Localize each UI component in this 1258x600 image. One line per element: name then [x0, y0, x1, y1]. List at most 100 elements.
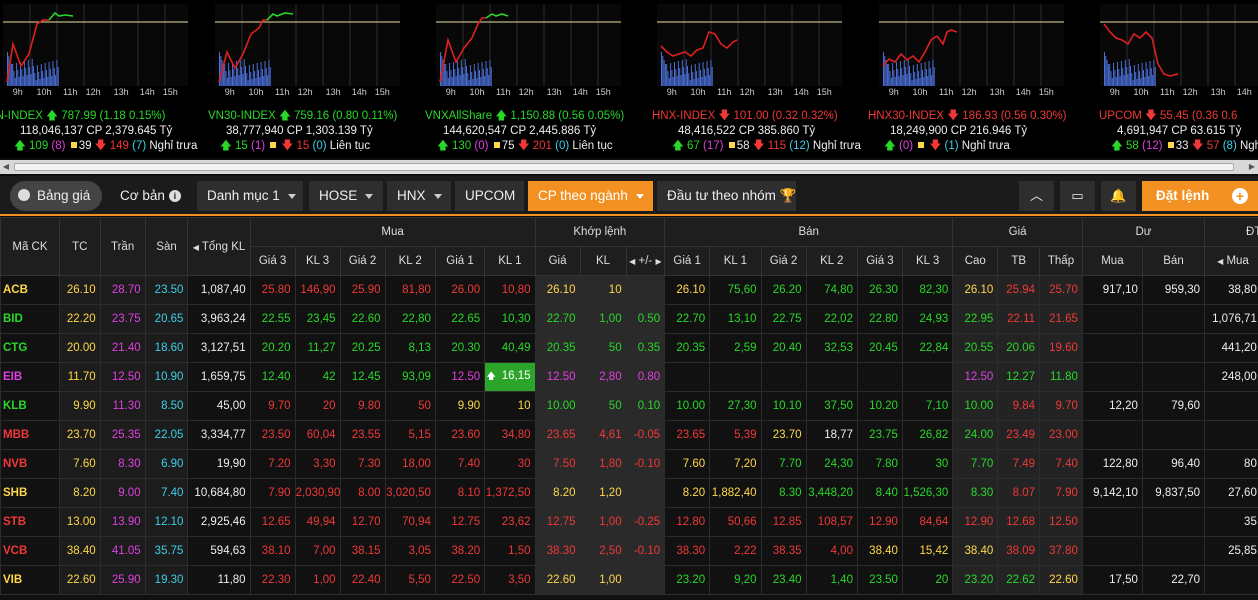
index-name: VN30-INDEX: [208, 110, 276, 122]
index-value-line: VN-INDEX 🡅 787.99 (1.18 0.15%): [0, 109, 165, 123]
cell-gi1: 12.80: [664, 507, 711, 537]
index-card-vn30-index[interactable]: 9h 10h 11h 12h 13h 14h 15h VN30-INDEX 🡅 759.16 …: [208, 0, 430, 158]
scrollbar-thumb[interactable]: [14, 163, 1234, 171]
cell-gi2: 10.10: [760, 391, 807, 421]
col-tong-kl[interactable]: ◀ Tổng KL: [187, 217, 251, 276]
index-card-vnxallshare[interactable]: 9h 10h 11h 12h 13h 14h 15h VNXAllShare 🡅 1,150.…: [425, 0, 647, 158]
table-row[interactable]: VCB 38.40 41.05 35.75 594,63 38.10 7,00 38.15 3,…: [0, 536, 1258, 566]
floor-price-cell: 19.30: [144, 565, 189, 595]
volume-bar: [690, 65, 692, 86]
symbol-cell[interactable]: KLB: [0, 391, 60, 421]
subcol-18[interactable]: Mua: [1081, 246, 1143, 276]
info-icon[interactable]: i: [168, 190, 181, 203]
sort-icon[interactable]: ◀: [192, 242, 199, 252]
tab-upcom[interactable]: UPCOM: [455, 181, 524, 211]
cell-kl1: 1,50: [484, 536, 536, 566]
cell-thp: 21.65: [1039, 304, 1083, 334]
subcol-16[interactable]: TB: [997, 246, 1041, 276]
dropdown-danh-muc[interactable]: Danh mục 1: [197, 181, 303, 211]
table-row[interactable]: EIB 11.70 12.50 10.90 1,659,75 12.40 42 12.45 93…: [0, 362, 1258, 392]
table-row[interactable]: NVB 7.60 8.30 6.90 19,90 7.20 3,30 7.30 18,00 7.4…: [0, 449, 1258, 479]
subcol-2[interactable]: Giá 2: [339, 246, 386, 276]
subcol-4[interactable]: Giá 1: [434, 246, 486, 276]
group-mua: Mua: [249, 217, 536, 247]
subcol-10[interactable]: KL 1: [709, 246, 762, 276]
monitor-button[interactable]: ▭: [1060, 181, 1095, 211]
index-scrollbar[interactable]: ◀ ▶: [0, 160, 1258, 174]
notification-button[interactable]: 🔔: [1101, 181, 1136, 211]
table-row[interactable]: STB 13.00 13.90 12.10 2,925,46 12.65 49,94 12.7…: [0, 507, 1258, 537]
subcol-label: +/-: [638, 255, 653, 267]
subcol-13[interactable]: Giá 3: [856, 246, 903, 276]
volume-bar: [710, 60, 712, 86]
subcol-11[interactable]: Giá 2: [760, 246, 807, 276]
subcol-8[interactable]: ◀ +/- ▶: [625, 246, 666, 276]
session-status: Nghỉ trưa: [961, 140, 1010, 152]
dropdown-hose[interactable]: HOSE: [309, 181, 383, 211]
symbol-cell[interactable]: MBB: [0, 420, 60, 450]
arrow-up-icon: 🡅: [14, 140, 26, 152]
subcol-1[interactable]: KL 3: [294, 246, 341, 276]
symbol-cell[interactable]: SHB: [0, 478, 60, 508]
scroll-left-icon[interactable]: ◀: [2, 162, 10, 171]
volume-bar: [446, 71, 448, 86]
index-breadth-line: 🡅 130 (0) 75 🡇 201 (0) Liên tục: [437, 139, 613, 153]
table-row[interactable]: VIB 22.60 25.90 19.30 11,80 22.30 1,00 22.40 5,5…: [0, 565, 1258, 595]
volume-bar: [1130, 66, 1131, 86]
subcol-0[interactable]: Giá 3: [249, 246, 296, 276]
table-row[interactable]: ACB 26.10 28.70 23.50 1,087,40 25.80 146,90 25.…: [0, 275, 1258, 305]
subcol-14[interactable]: KL 3: [901, 246, 954, 276]
sort-left-icon[interactable]: ◀: [1217, 257, 1224, 266]
dat-lenh-button[interactable]: Đặt lệnh +: [1142, 181, 1258, 211]
tab-co-ban[interactable]: Cơ bản i: [120, 181, 181, 211]
hour-label: 14h: [139, 87, 155, 97]
table-row[interactable]: KLB 9.90 11.30 8.50 45,00 9.70 20 9.80 50 9.90 10 1…: [0, 391, 1258, 421]
scroll-right-icon[interactable]: ▶: [1248, 162, 1256, 171]
subcol-20[interactable]: ◀ Mua: [1204, 246, 1258, 276]
tab-dau-tu-theo-nhom[interactable]: Đầu tư theo nhóm 🏆: [657, 181, 796, 211]
cell-tb: 12.68: [997, 507, 1041, 537]
dropdown-hnx[interactable]: HNX: [387, 181, 451, 211]
sort-left-icon[interactable]: ◀: [629, 257, 636, 266]
col-tc[interactable]: TC: [58, 217, 101, 276]
dropdown-label: HOSE: [319, 188, 358, 203]
symbol-cell[interactable]: EIB: [0, 362, 60, 392]
col-tran[interactable]: Trần: [99, 217, 146, 276]
dropdown-cp-theo-nganh[interactable]: CP theo ngành: [528, 181, 653, 211]
col-san[interactable]: Sàn: [144, 217, 189, 276]
symbol-cell[interactable]: VCB: [0, 536, 60, 566]
price-board[interactable]: Mã CK TC Trần Sàn ◀ Tổng KL Mua Khớp lện…: [0, 217, 1258, 600]
volume-bar: [689, 80, 691, 86]
volume-bar: [923, 77, 925, 86]
table-row[interactable]: BID 22.20 23.75 20.65 3,963,24 22.55 23,45 22.6…: [0, 304, 1258, 334]
volume-bar: [269, 67, 271, 86]
symbol-cell[interactable]: STB: [0, 507, 60, 537]
index-card-hnx-index[interactable]: 9h 10h 11h 12h 13h 14h 15h HNX-INDEX 🡇 101.00 (…: [652, 0, 874, 158]
subcol-6[interactable]: Giá: [534, 246, 581, 276]
subcol-3[interactable]: KL 2: [384, 246, 436, 276]
index-card-upcom[interactable]: 9h10h11h12h13h14h15hUPCOM 🡇 55.45 (0.36 …: [1099, 0, 1258, 158]
subcol-17[interactable]: Thấp: [1039, 246, 1083, 276]
table-row[interactable]: CTG 20.00 21.40 18.60 3,127,51 20.20 11,27 20.2…: [0, 333, 1258, 363]
subcol-5[interactable]: KL 1: [484, 246, 536, 276]
subcol-15[interactable]: Cao: [952, 246, 999, 276]
symbol-cell[interactable]: VIB: [0, 565, 60, 595]
table-row[interactable]: MBB 23.70 25.35 22.05 3,334,77 23.50 60,04 23.5…: [0, 420, 1258, 450]
index-card-hnx30-index[interactable]: 9h 10h 11h 12h 13h 14h 15h HNX30-INDEX 🡇 186.93…: [868, 0, 1090, 158]
subcol-19[interactable]: Bán: [1141, 246, 1206, 276]
symbol-cell[interactable]: BID: [0, 304, 60, 334]
unchanged-count: 75: [501, 140, 515, 152]
symbol-cell[interactable]: CTG: [0, 333, 60, 363]
collapse-button[interactable]: ︿: [1019, 181, 1054, 211]
symbol-cell[interactable]: NVB: [0, 449, 60, 479]
subcol-12[interactable]: KL 2: [805, 246, 858, 276]
table-row[interactable]: SHB 8.20 9.00 7.40 10,684,80 7.90 2,030,90 8.00…: [0, 478, 1258, 508]
index-card-vn-index[interactable]: 9h 10h 11h 12h 13h 14h 15h VN-INDEX 🡅 787.99 (1…: [0, 0, 210, 158]
sort-right-icon[interactable]: ▶: [655, 257, 662, 266]
subcol-7[interactable]: KL: [579, 246, 627, 276]
volume-bar: [675, 69, 677, 86]
symbol-cell[interactable]: ACB: [0, 275, 60, 305]
col-ma-ck[interactable]: Mã CK: [0, 217, 60, 276]
subcol-9[interactable]: Giá 1: [664, 246, 711, 276]
tab-bang-gia[interactable]: Bảng giá: [10, 181, 103, 211]
